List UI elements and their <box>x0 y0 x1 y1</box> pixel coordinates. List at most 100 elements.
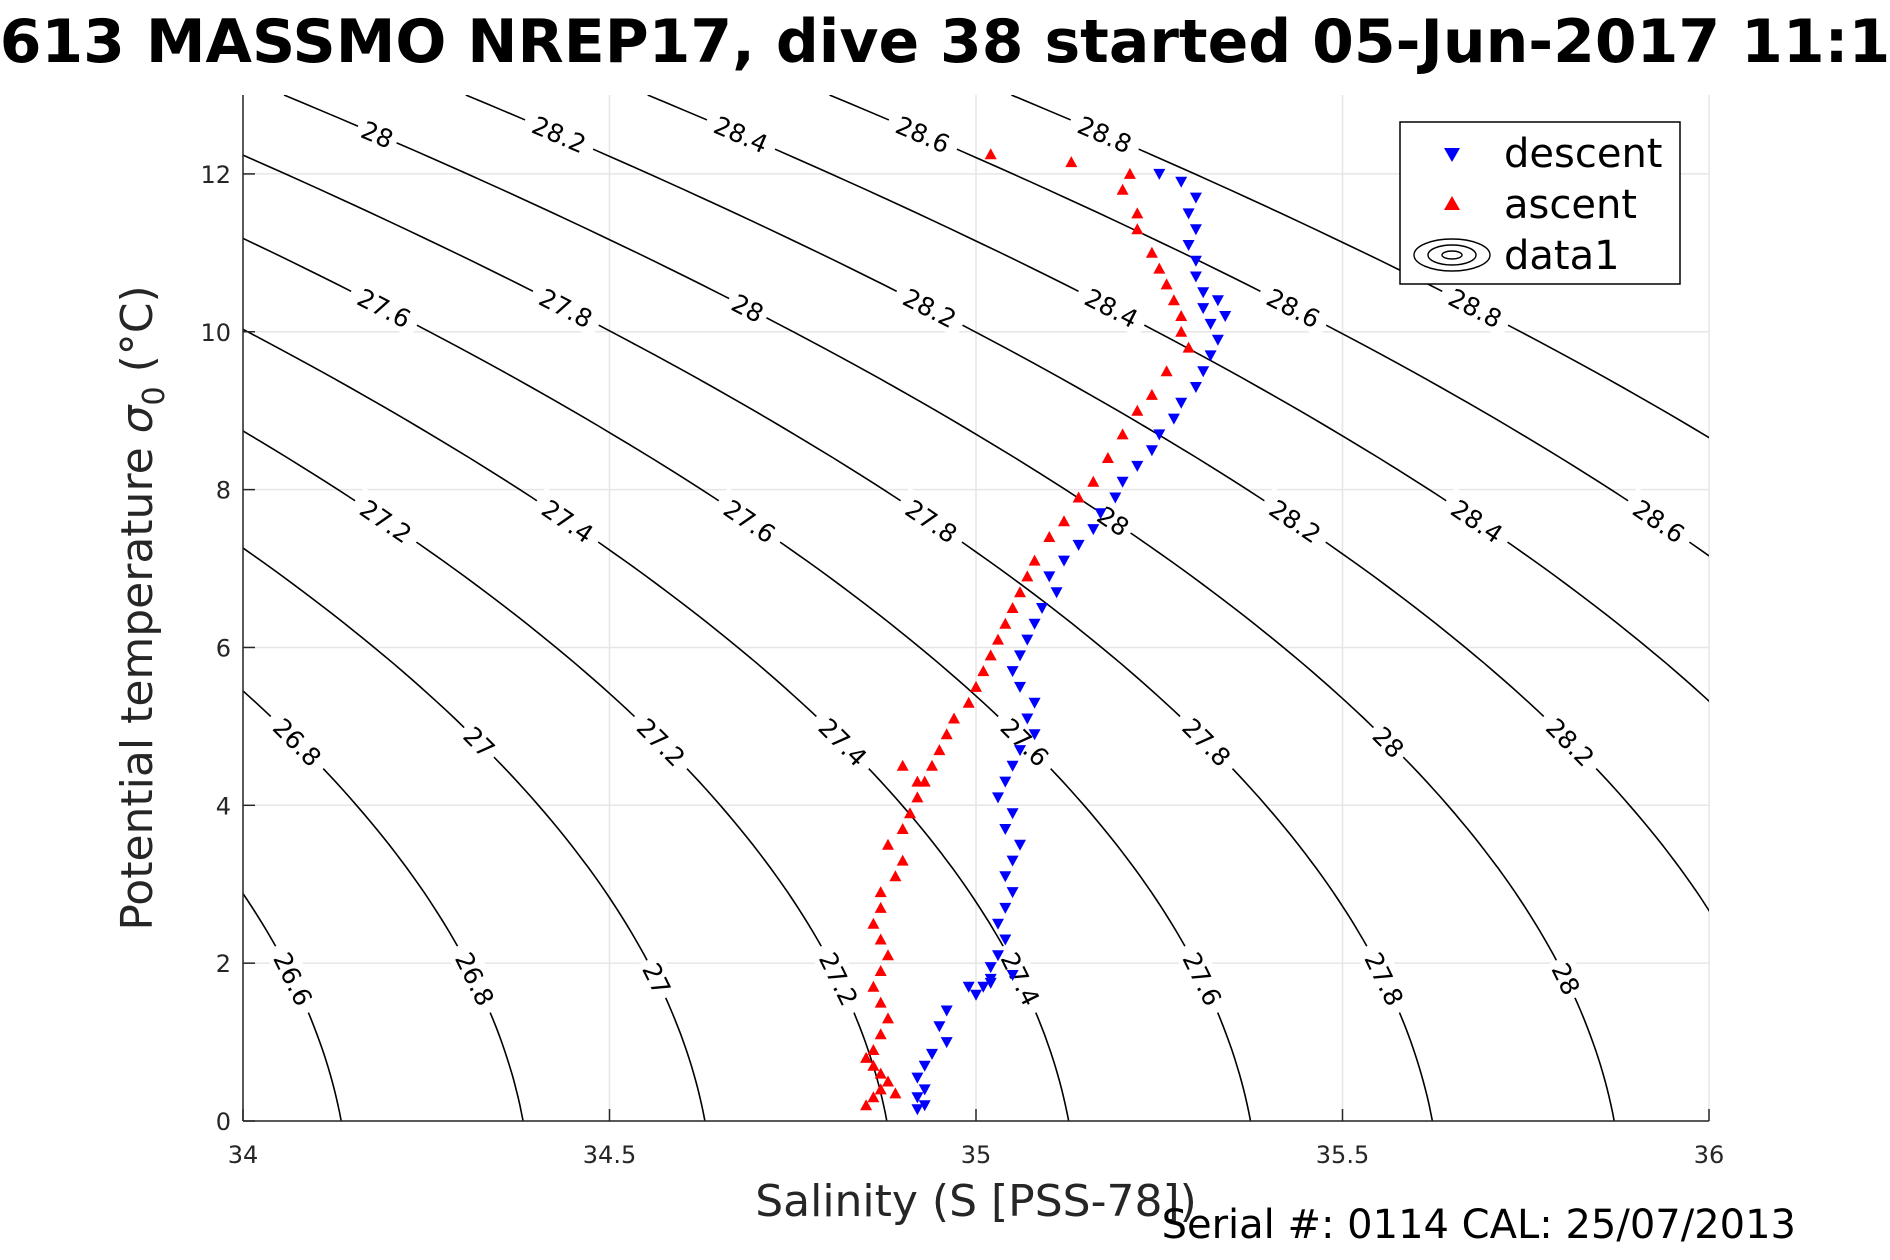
descent-point <box>1094 508 1107 520</box>
descent-point <box>1028 729 1041 741</box>
ascent-point <box>1116 183 1129 195</box>
descent-point <box>999 824 1012 835</box>
isopycnal-label-bg <box>344 276 425 338</box>
ascent-point <box>904 807 916 819</box>
isopycnal-label-bg <box>1256 487 1335 554</box>
x-tick-label: 35.5 <box>1316 1141 1369 1169</box>
isopycnal-label-bg <box>1065 105 1146 162</box>
ascent-point <box>867 917 880 929</box>
ascent-point <box>933 744 946 756</box>
descent-point <box>1014 839 1026 851</box>
isopycnal-label-bg <box>991 938 1052 1019</box>
legend-ascent-marker <box>1444 196 1460 210</box>
isopycnal-label-bg <box>352 111 403 156</box>
isopycnal-label-bg <box>701 105 782 162</box>
descent-point <box>1197 303 1210 315</box>
isopycnal-label-bg <box>1254 276 1334 338</box>
x-tick-label: 34 <box>228 1141 259 1169</box>
ascent-point <box>977 665 990 677</box>
ascent-point <box>970 680 982 692</box>
descent-point <box>1116 476 1129 488</box>
y-tick-label: 6 <box>216 634 231 662</box>
descent-point <box>918 1060 931 1072</box>
descent-point <box>999 776 1012 788</box>
ascent-point <box>1160 278 1173 290</box>
isopycnal-label-bg <box>711 487 790 554</box>
descent-point <box>1182 240 1195 251</box>
ascent-point <box>1160 365 1173 377</box>
y-axis-label-main: Potential temperature <box>112 433 163 930</box>
ascent-point <box>874 1083 887 1095</box>
legend-descent-marker <box>1444 148 1460 162</box>
ascent-point <box>1021 570 1034 582</box>
isopycnal-label-bg <box>809 938 870 1019</box>
descent-point <box>1197 366 1210 378</box>
descent-point <box>1153 429 1166 441</box>
ascent-point <box>1014 586 1026 598</box>
descent-point <box>926 1048 938 1060</box>
y-axis-label-unit: (°C) <box>112 285 163 386</box>
descent-point <box>1036 603 1048 614</box>
descent-point <box>970 989 982 1001</box>
ascent-point <box>867 980 880 992</box>
descent-point <box>1050 587 1063 599</box>
descent-point <box>933 1021 946 1033</box>
ascent-point <box>874 996 887 1008</box>
descent-point <box>992 950 1004 962</box>
ascent-point <box>1175 325 1188 337</box>
descent-point <box>918 1100 931 1112</box>
ascent-point <box>911 775 924 787</box>
ascent-point <box>874 886 887 898</box>
isopycnal-label-bg <box>1363 716 1415 767</box>
ascent-point <box>867 1091 880 1103</box>
legend-descent-label: descent <box>1504 131 1662 177</box>
descent-point <box>1182 208 1195 220</box>
ascent-point <box>1058 515 1070 527</box>
descent-point <box>1204 350 1217 362</box>
descent-point <box>1006 970 1019 981</box>
descent-point <box>999 902 1012 914</box>
isopycnal-label-bg <box>883 105 964 162</box>
serial-cal-footer: Serial #: 0114 CAL: 25/07/2013 <box>1162 1202 1796 1248</box>
descent-point <box>1204 318 1217 330</box>
descent-point <box>984 977 997 989</box>
descent-point <box>1211 334 1224 346</box>
isopycnal-label-bg <box>1438 487 1517 554</box>
isopycnal-label-bg <box>1435 276 1516 338</box>
isopycnal-line <box>829 95 1709 557</box>
ascent-point <box>1087 475 1100 487</box>
descent-point <box>1219 311 1232 322</box>
isopycnal-label-bg <box>454 716 506 767</box>
ascent-point <box>962 696 975 708</box>
ascent-point <box>874 1028 887 1040</box>
ascent-point <box>992 633 1004 645</box>
isopycnal-label: 28 <box>352 111 403 156</box>
y-tick-label: 0 <box>216 1108 231 1136</box>
isopycnal-label-bg <box>1170 704 1245 779</box>
isopycnal-label-bg <box>529 487 608 554</box>
y-tick-label: 8 <box>216 477 231 505</box>
x-tick-label: 35 <box>961 1141 992 1169</box>
chart-title: 613 MASSMO NREP17, dive 38 started 05-Ju… <box>0 7 1890 77</box>
isopycnal-label-bg <box>1620 487 1699 554</box>
isopycnal-label-bg <box>261 704 335 779</box>
descent-point <box>992 918 1004 930</box>
descent-point <box>1131 460 1144 472</box>
ascent-point <box>874 1067 887 1079</box>
descent-point <box>1197 287 1210 299</box>
ascent-point <box>1175 310 1188 321</box>
descent-point <box>1175 397 1188 409</box>
ascent-point <box>1028 554 1041 566</box>
descent-point <box>1211 295 1224 307</box>
y-axis-label-sigma: σ <box>112 404 163 433</box>
x-tick-label: 34.5 <box>583 1141 636 1169</box>
isopycnal-label-bg <box>1072 276 1152 338</box>
x-ticks: 34 34.5 35 35.5 36 <box>228 1109 1724 1169</box>
descent-point <box>1006 887 1019 899</box>
descent-point <box>1087 524 1100 536</box>
descent-point <box>1021 634 1034 646</box>
isopycnal-label-bg <box>445 938 506 1019</box>
isopycnal-label-bg <box>1544 952 1590 1004</box>
descent-point <box>1109 492 1122 504</box>
isopycnal-label-bg <box>624 704 699 779</box>
